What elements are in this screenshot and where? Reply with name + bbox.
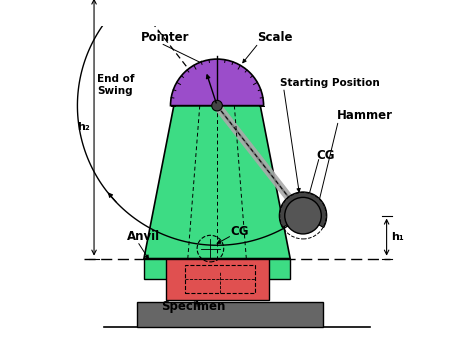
Wedge shape [279, 192, 327, 228]
Text: Anvil: Anvil [128, 230, 160, 243]
Bar [137, 302, 323, 327]
Text: Specimen: Specimen [162, 300, 226, 313]
Bar [185, 265, 255, 293]
Polygon shape [144, 106, 290, 258]
Circle shape [285, 197, 321, 234]
Text: h₂: h₂ [77, 122, 90, 132]
Text: Pointer: Pointer [141, 31, 189, 44]
Bar [144, 258, 290, 279]
Text: CG: CG [230, 225, 249, 238]
Text: Starting Position: Starting Position [280, 78, 380, 88]
Text: Scale: Scale [257, 31, 292, 44]
Wedge shape [171, 59, 264, 106]
Text: Hammer: Hammer [337, 109, 393, 122]
Circle shape [212, 100, 222, 111]
Text: h₁: h₁ [392, 232, 404, 242]
Text: CG: CG [317, 149, 335, 162]
Text: End of
Swing: End of Swing [97, 74, 135, 95]
Bar [165, 258, 269, 300]
